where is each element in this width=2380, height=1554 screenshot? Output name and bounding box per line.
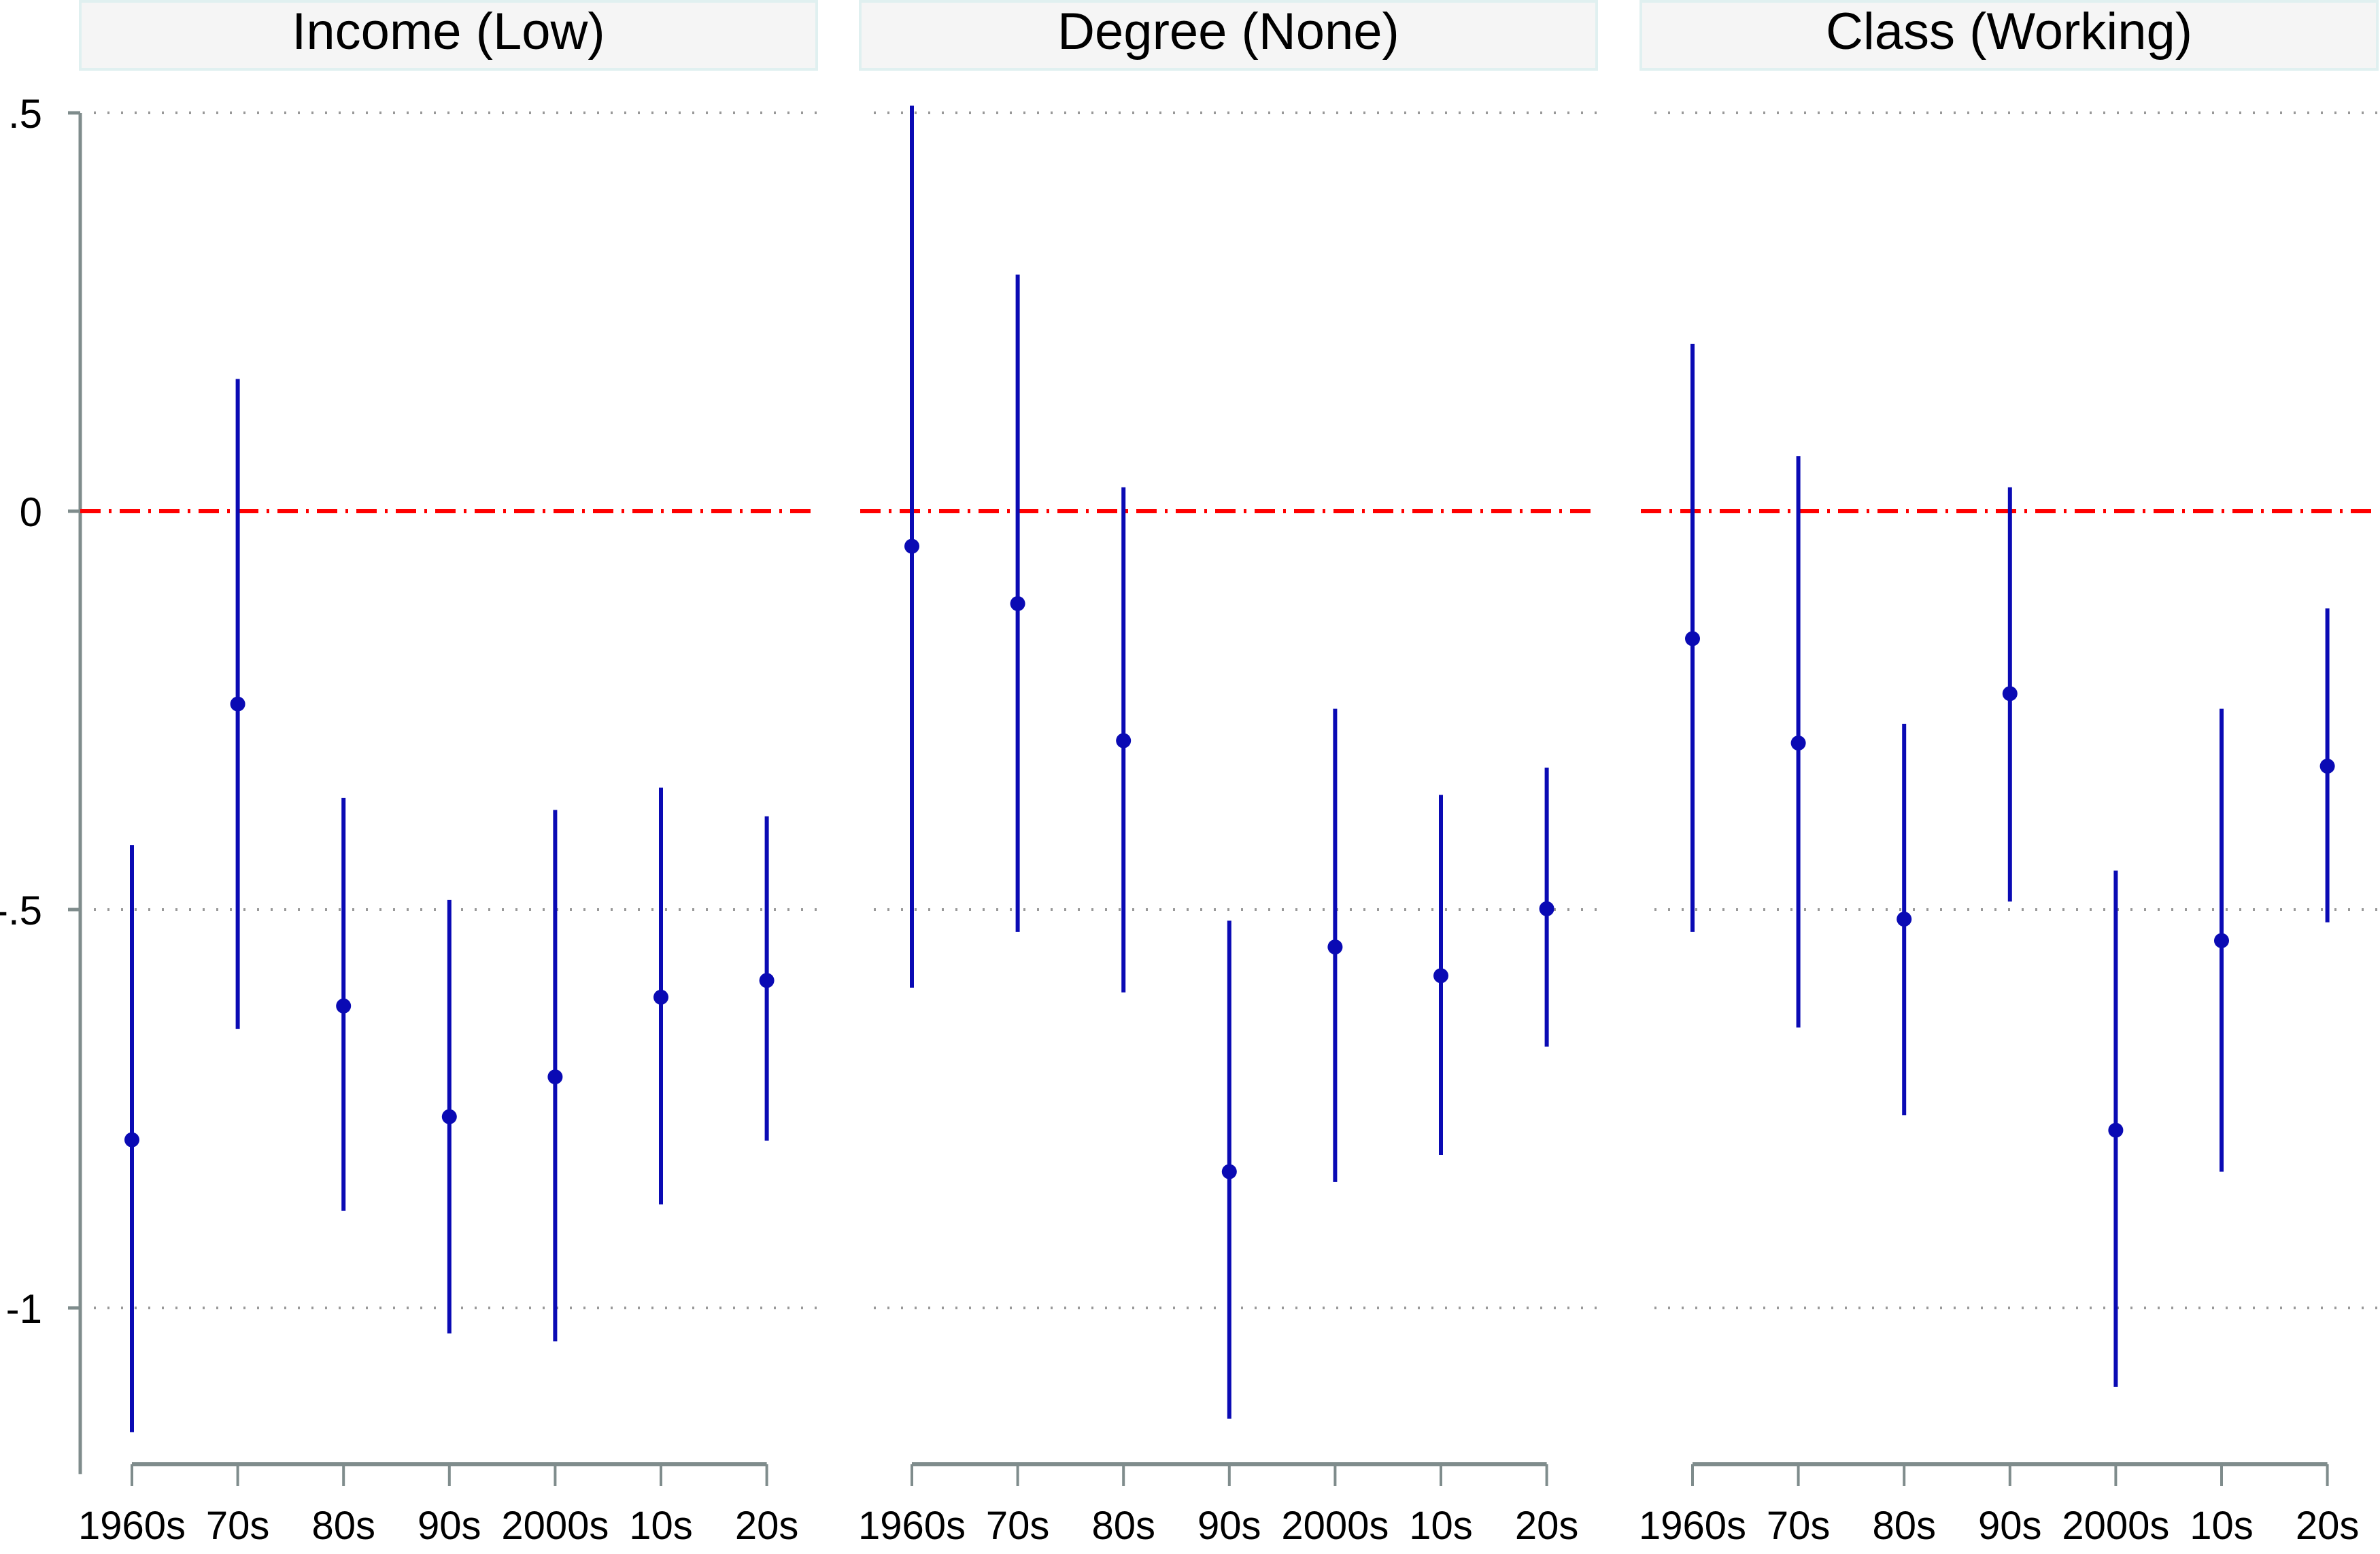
x-tick-label: 70s [1767, 1504, 1831, 1548]
point-estimate [2002, 686, 2018, 702]
panel-2: Class (Working) 1960s 70s 80s 90s 2000s 10s 20s [1639, 0, 2379, 1548]
x-tick-label: 10s [629, 1504, 693, 1548]
x-tick-label: 80s [1091, 1504, 1155, 1548]
point-estimate [441, 1109, 457, 1124]
point-estimate [1221, 1164, 1237, 1179]
x-tick-label: 90s [1197, 1504, 1261, 1548]
panel-title: Class (Working) [1826, 3, 2192, 61]
x-tick-label: 20s [1515, 1504, 1579, 1548]
point-estimate [1790, 736, 1806, 751]
x-tick-label: 2000s [501, 1504, 609, 1548]
panel-title: Degree (None) [1057, 3, 1399, 61]
x-tick-label: 20s [2296, 1504, 2360, 1548]
x-tick-label: 90s [418, 1504, 481, 1548]
panel-strip [79, 0, 818, 71]
panel-strip [859, 0, 1598, 71]
panel-1: Degree (None) 1960s 70s 80s 90s 2000s 10s 20s [858, 0, 1598, 1548]
x-tick-label: 1960s [78, 1504, 186, 1548]
point-estimate [1116, 733, 1132, 748]
point-estimate [904, 538, 919, 554]
y-tick-label: .5 [8, 91, 42, 137]
point-estimate [1327, 939, 1343, 955]
x-tick-label: 1960s [1639, 1504, 1746, 1548]
x-tick-label: 80s [1872, 1504, 1936, 1548]
panel-title: Income (Low) [292, 3, 605, 61]
panel-strip [1639, 0, 2379, 71]
point-estimate [759, 973, 775, 988]
x-tick-label: 80s [311, 1504, 375, 1548]
x-tick-label: 10s [1409, 1504, 1473, 1548]
x-tick-label: 10s [2190, 1504, 2254, 1548]
point-estimate [1433, 968, 1448, 984]
point-estimate [2108, 1122, 2124, 1138]
x-tick-label: 20s [735, 1504, 799, 1548]
x-tick-label: 1960s [858, 1504, 966, 1548]
point-estimate [2214, 933, 2229, 948]
point-estimate [1685, 631, 1700, 646]
x-tick-label: 2000s [1281, 1504, 1389, 1548]
point-estimate [1897, 912, 1912, 927]
x-tick-label: 70s [206, 1504, 270, 1548]
point-estimate [230, 696, 245, 712]
point-estimate [336, 998, 352, 1014]
point-estimate [1010, 595, 1025, 611]
x-tick-label: 70s [986, 1504, 1050, 1548]
point-estimate [547, 1069, 563, 1085]
y-tick-label: -.5 [0, 888, 42, 933]
y-tick-label: 0 [20, 489, 42, 535]
point-estimate [653, 989, 668, 1005]
x-tick-label: 2000s [2062, 1504, 2169, 1548]
point-estimate [1539, 901, 1554, 916]
panel-0: Income (Low) 1960s 70s 80s 90s 2000s 10s 20s [78, 0, 818, 1548]
x-tick-label: 90s [1978, 1504, 2042, 1548]
point-estimate [2319, 759, 2335, 774]
point-estimate [124, 1132, 139, 1147]
y-tick-label: -1 [6, 1286, 42, 1332]
